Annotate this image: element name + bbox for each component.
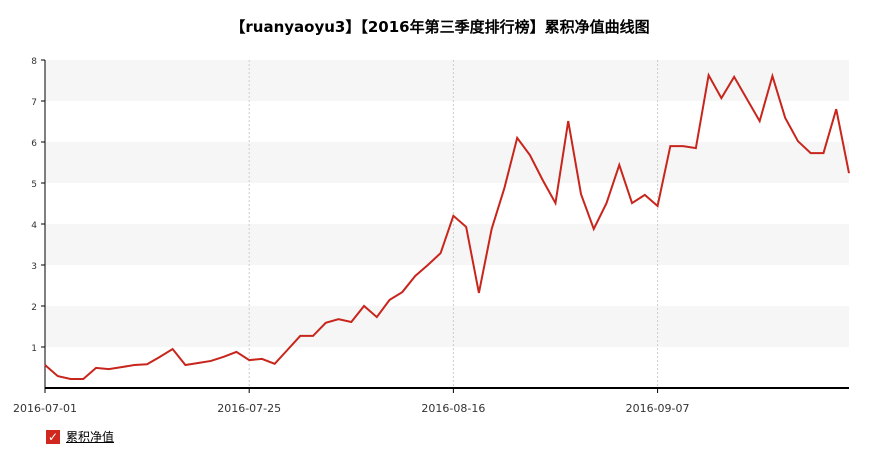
y-tick-label: 4 — [31, 221, 37, 231]
x-tick-label: 2016-07-25 — [217, 402, 281, 415]
x-tick-label: 2016-09-07 — [626, 402, 690, 415]
y-tick-label: 5 — [31, 180, 37, 190]
legend-checkbox[interactable]: ✓ — [46, 429, 60, 444]
y-tick-label: 3 — [31, 262, 37, 272]
y-tick-label: 6 — [31, 139, 37, 149]
legend-item[interactable]: ✓ 累积净值 — [46, 428, 114, 445]
stripes — [45, 60, 849, 347]
y-tick-label: 1 — [31, 344, 37, 354]
grid-band — [45, 60, 849, 101]
x-tick-label: 2016-07-01 — [13, 402, 77, 415]
y-tick-label: 7 — [31, 98, 37, 108]
y-tick-label: 2 — [31, 303, 37, 313]
grid-band — [45, 142, 849, 183]
chart-title: 【ruanyaoyu3】【2016年第三季度排行榜】累积净值曲线图 — [230, 18, 649, 36]
x-tick-label: 2016-08-16 — [421, 402, 485, 415]
y-tick-label: 8 — [31, 57, 37, 67]
grid-band — [45, 306, 849, 347]
data-line — [44, 72, 850, 380]
legend-label: 累积净值 — [66, 430, 115, 444]
grid-band — [45, 224, 849, 265]
